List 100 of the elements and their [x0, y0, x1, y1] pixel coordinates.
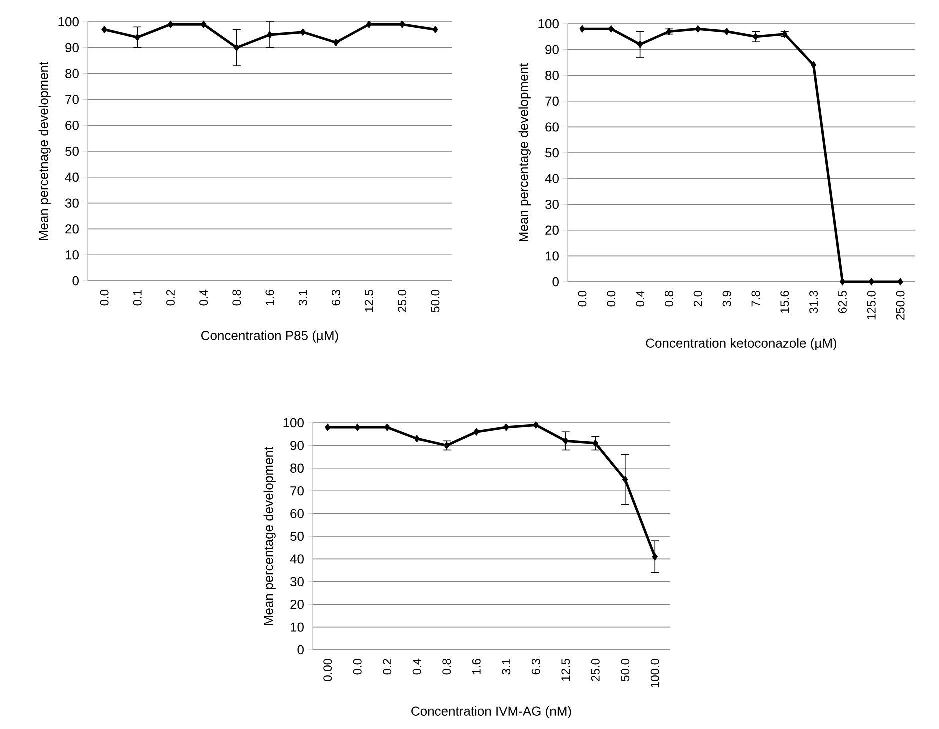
y-tick-label: 70: [66, 95, 79, 104]
point: [366, 20, 372, 28]
y-tick-label: 20: [290, 600, 304, 610]
y-tick-label: 10: [546, 252, 559, 261]
y-axis-title: Mean percetnage development: [38, 62, 51, 240]
x-tick-label: 0.0: [607, 290, 616, 307]
x-tick-label: 0.1: [133, 290, 142, 306]
point: [444, 442, 450, 450]
x-tick-label: 0.8: [442, 659, 452, 675]
y-tick-label: 40: [65, 172, 79, 182]
y-axis-title: Mean percentage development: [518, 64, 531, 242]
x-tick-label: 0.0: [100, 290, 109, 306]
x-axis-title: Concentration IVM-AG (nM): [412, 706, 572, 719]
x-tick-label: 1.6: [266, 290, 274, 306]
y-tick-label: 30: [546, 200, 559, 210]
point: [234, 44, 240, 52]
x-tick-label: 0.4: [200, 290, 208, 306]
point: [504, 424, 510, 432]
y-tick-label: 40: [545, 174, 559, 184]
point: [753, 33, 759, 41]
point: [652, 553, 658, 561]
y-tick-label: 50: [66, 146, 79, 156]
y-tick-label: 60: [290, 509, 304, 518]
point: [300, 28, 306, 36]
x-tick-label: 0.0: [578, 290, 587, 307]
x-tick-label: 0.00: [324, 659, 332, 682]
y-tick-label: 0: [552, 277, 559, 287]
x-tick-label: 12.5: [562, 659, 570, 681]
point: [840, 278, 846, 286]
point: [399, 20, 406, 28]
y-tick-label: 70: [290, 486, 304, 496]
y-tick-label: 50: [290, 532, 304, 542]
x-tick-label: 0.8: [664, 291, 674, 307]
x-tick-label: 0.4: [636, 290, 645, 307]
x-tick-label: 2.0: [694, 290, 702, 307]
x-tick-label: 25.0: [398, 290, 407, 312]
y-tick-label: 60: [66, 120, 79, 130]
point: [533, 422, 540, 430]
x-tick-label: 0.2: [166, 290, 175, 306]
y-tick-label: 50: [546, 148, 559, 158]
point: [354, 424, 361, 432]
point: [695, 25, 702, 33]
y-tick-label: 20: [546, 226, 559, 235]
x-tick-label: 12.5: [365, 290, 374, 312]
y-tick-label: 100: [58, 17, 79, 27]
x-tick-label: 250.0: [896, 290, 905, 320]
point: [474, 428, 480, 436]
point: [102, 26, 108, 34]
x-tick-label: 125.0: [867, 290, 876, 320]
x-tick-label: 100.0: [650, 659, 660, 688]
point: [134, 34, 141, 42]
y-tick-label: 60: [546, 122, 559, 132]
point: [592, 440, 599, 448]
y-tick-label: 90: [546, 45, 559, 54]
y-tick-label: 90: [66, 43, 79, 52]
y-tick-label: 40: [290, 554, 304, 564]
y-tick-label: 0: [298, 645, 304, 655]
point: [563, 437, 569, 445]
point: [868, 278, 875, 286]
x-tick-label: 0.0: [353, 659, 362, 675]
x-tick-label: 62.5: [838, 291, 847, 314]
x-tick-label: 3.1: [298, 290, 308, 306]
y-tick-label: 100: [538, 19, 559, 29]
point: [898, 278, 904, 286]
y-tick-label: 100: [284, 418, 304, 428]
y-tick-label: 20: [66, 224, 79, 234]
point: [622, 476, 628, 484]
point: [724, 28, 730, 36]
y-tick-label: 80: [546, 70, 559, 80]
point: [200, 20, 207, 28]
point: [325, 424, 331, 432]
y-tick-label: 80: [290, 464, 304, 473]
y-tick-label: 10: [66, 250, 79, 260]
point: [432, 26, 438, 34]
x-tick-label: 31.3: [810, 291, 818, 314]
point: [637, 40, 644, 48]
x-tick-label: 50.0: [621, 659, 630, 682]
x-tick-label: 6.3: [532, 659, 540, 675]
x-tick-label: 50.0: [431, 290, 440, 312]
y-tick-label: 90: [290, 441, 304, 450]
y-tick-label: 30: [66, 198, 79, 208]
x-tick-label: 0.8: [232, 290, 242, 306]
point: [333, 38, 340, 46]
point: [414, 435, 420, 443]
y-tick-label: 10: [291, 622, 304, 632]
y-tick-label: 30: [290, 577, 304, 586]
point: [580, 25, 586, 33]
y-axis-title: Mean percentage development: [264, 447, 276, 626]
point: [267, 31, 273, 39]
point: [384, 424, 390, 432]
point: [168, 20, 174, 28]
x-axis-title: Concentration ketoconazole (µM): [646, 338, 837, 351]
x-tick-label: 0.4: [412, 658, 422, 675]
x-axis-title: Concentration P85 (µM): [202, 330, 338, 343]
x-tick-label: 3.1: [502, 659, 511, 675]
x-tick-label: 15.6: [780, 291, 790, 313]
point: [782, 30, 788, 38]
y-tick-label: 0: [72, 276, 79, 286]
y-tick-label: 80: [66, 69, 79, 78]
y-tick-label: 70: [546, 96, 559, 106]
